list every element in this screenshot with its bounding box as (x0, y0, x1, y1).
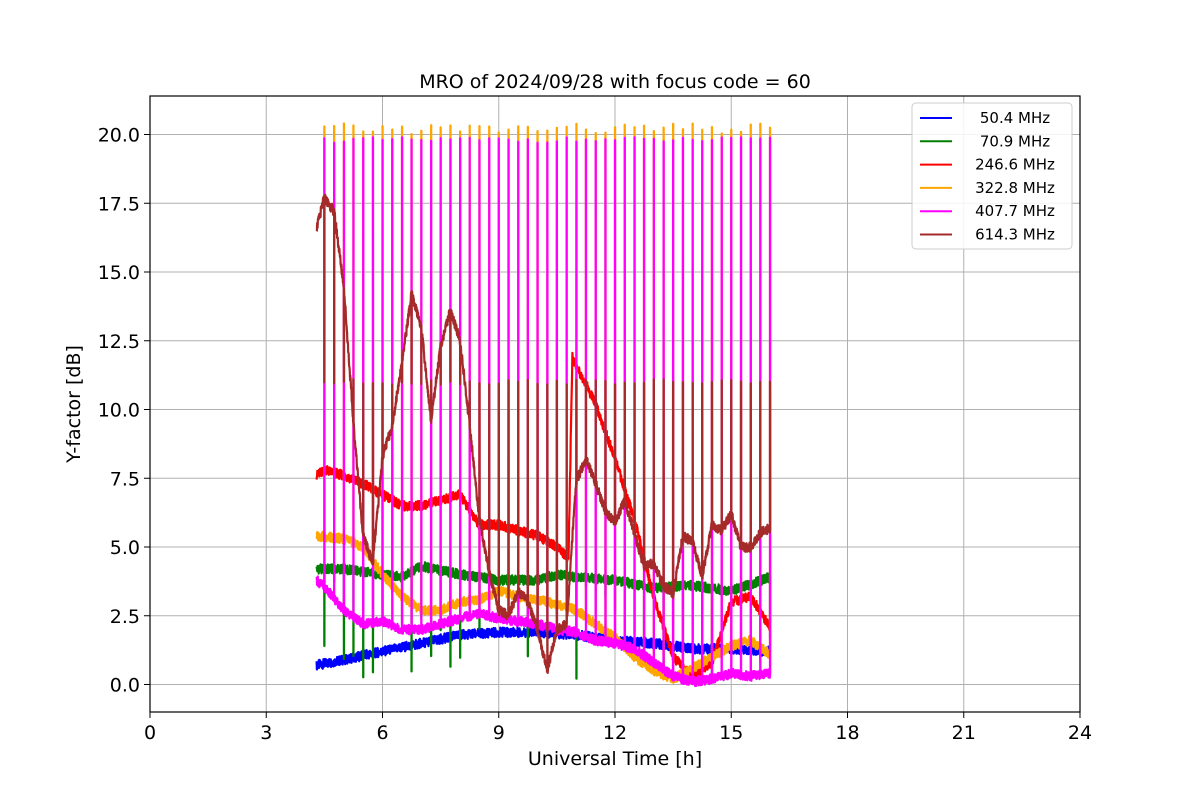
series-layer (315, 122, 772, 688)
x-tick-label: 3 (260, 722, 272, 744)
legend-label: 322.8 MHz (975, 179, 1055, 197)
y-tick-label: 5.0 (110, 537, 140, 559)
legend-box (911, 102, 1073, 250)
x-tick-label: 12 (603, 722, 627, 744)
legend-label: 70.9 MHz (980, 132, 1050, 150)
x-tick-label: 21 (952, 722, 976, 744)
y-axis-label: Y-factor [dB] (63, 345, 85, 464)
x-tick-label: 15 (719, 722, 743, 744)
series-line-614-3-mhz (315, 193, 772, 674)
x-axis-label: Universal Time [h] (528, 748, 702, 770)
x-tick-label: 24 (1068, 722, 1092, 744)
x-tick-label: 18 (835, 722, 859, 744)
legend-items: 50.4 MHz 70.9 MHz 246.6 MHz 322.8 MHz 407.7 … (920, 109, 1055, 244)
legend: 50.4 MHz 70.9 MHz 246.6 MHz 322.8 MHz 407.7 … (911, 102, 1073, 250)
x-tick-label: 9 (493, 722, 505, 744)
y-tick-label: 15.0 (98, 262, 140, 284)
x-tick-label: 0 (144, 722, 156, 744)
x-tick-label: 6 (376, 722, 388, 744)
legend-label: 50.4 MHz (980, 109, 1050, 127)
y-tick-label: 12.5 (98, 331, 140, 353)
legend-label: 407.7 MHz (975, 202, 1055, 220)
y-tick-label: 20.0 (98, 125, 140, 147)
legend-label: 246.6 MHz (975, 156, 1055, 174)
y-tick-label: 10.0 (98, 400, 140, 422)
series-line-50-4-mhz (315, 626, 772, 671)
y-tick-label: 7.5 (110, 468, 140, 490)
y-tick-label: 17.5 (98, 193, 140, 215)
y-tick-label: 2.5 (110, 606, 140, 628)
chart-title: MRO of 2024/09/28 with focus code = 60 (419, 71, 811, 93)
y-tick-label: 0.0 (110, 675, 140, 697)
legend-label: 614.3 MHz (975, 226, 1055, 244)
series-line-407-7-mhz (315, 136, 772, 688)
tick-layer: 0 3 6 9 12 15 18 21 24 0.0 2.5 5.0 7.5 10.0 12.5 15.0 17… (98, 125, 1092, 745)
